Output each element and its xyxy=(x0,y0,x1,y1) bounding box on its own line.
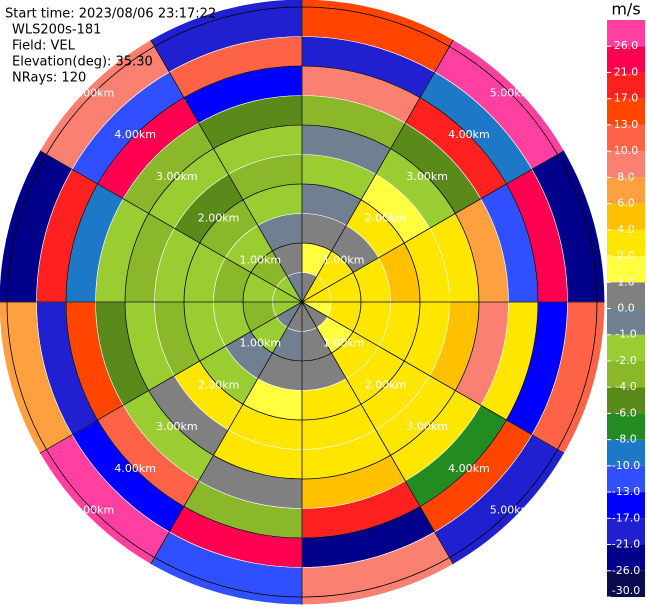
overlay: 1.00km 1.00km 1.00km 1.00km 2.00km 2.00km 2.00… xyxy=(0,0,605,605)
spoke xyxy=(301,150,565,303)
range-ring-label: 2.00km xyxy=(365,212,407,225)
range-ring-label: 4.00km xyxy=(448,462,490,475)
colorbar-tick-label: 26.0 xyxy=(614,39,639,52)
range-ring-label: 5.00km xyxy=(73,504,115,517)
colorbar-band xyxy=(607,518,645,545)
colorbar-tick-label: -6.0 xyxy=(615,406,636,419)
colorbar-tick-label: -30.0 xyxy=(612,584,640,597)
spoke xyxy=(301,39,454,303)
spoke xyxy=(301,301,454,565)
spoke xyxy=(39,150,303,303)
range-ring-label: 4.00km xyxy=(114,128,156,141)
colorbar-band xyxy=(607,256,645,283)
colorbar-tick-label: 4.0 xyxy=(617,223,635,236)
colorbar-tick-label: -4.0 xyxy=(615,380,636,393)
colorbar-band xyxy=(607,334,645,361)
colorbar-band xyxy=(607,282,645,309)
colorbar-band xyxy=(607,308,645,335)
range-ring-label: 3.00km xyxy=(406,170,448,183)
colorbar-tick-label: 6.0 xyxy=(617,197,635,210)
colorbar-tick-label: -17.0 xyxy=(612,511,640,524)
colorbar-band xyxy=(607,465,645,493)
colorbar-tick-label: -1.0 xyxy=(615,328,636,341)
range-ring-label: 1.00km xyxy=(239,253,281,266)
colorbar-band xyxy=(607,177,645,204)
colorbar: -30.0 -26.0 -21.0 -17.0 -13.0 -10.0 -8.0 -6.0 -4… xyxy=(607,20,645,598)
range-ring xyxy=(183,183,421,421)
colorbar-tick-label: -21.0 xyxy=(612,538,640,551)
colorbar-tick-label: 13.0 xyxy=(614,118,639,131)
range-ring-label: 1.00km xyxy=(239,337,281,350)
range-ring-label: 3.00km xyxy=(156,420,198,433)
colorbar-band xyxy=(607,360,645,388)
colorbar-band xyxy=(607,439,645,466)
range-ring xyxy=(65,65,539,539)
nrays: NRays: 120 xyxy=(12,71,86,86)
colorbar-tick-label: -2.0 xyxy=(615,354,636,367)
start-time: Start time: 2023/08/06 23:17:22 xyxy=(5,7,216,22)
colorbar-band xyxy=(607,203,645,230)
spoke xyxy=(39,301,303,454)
spoke xyxy=(150,301,303,565)
colorbar-tick-label: -26.0 xyxy=(612,564,640,577)
radar-cell xyxy=(150,0,303,73)
range-ring-label: 5.00km xyxy=(490,504,532,517)
colorbar-band xyxy=(607,413,645,440)
radar-cells xyxy=(0,0,605,605)
range-ring-label: 1.00km xyxy=(323,253,365,266)
colorbar-band xyxy=(607,46,645,73)
range-ring-label: 4.00km xyxy=(448,128,490,141)
range-ring-label: 2.00km xyxy=(198,378,240,391)
colorbar-band xyxy=(607,544,645,571)
colorbar-tick-label: 21.0 xyxy=(614,65,639,78)
range-ring-label: 2.00km xyxy=(365,378,407,391)
instrument: WLS200s-181 xyxy=(12,23,101,38)
colorbar-tick-label: -13.0 xyxy=(612,485,640,498)
colorbar-tick-label: 2.0 xyxy=(617,249,635,262)
colorbar-band xyxy=(607,570,645,597)
range-ring-label: 3.00km xyxy=(156,170,198,183)
colorbar-band xyxy=(607,72,645,99)
range-ring-label: 5.00km xyxy=(490,86,532,99)
colorbar-tick-label: 8.0 xyxy=(617,170,635,183)
range-ring xyxy=(6,6,598,598)
colorbar-band xyxy=(607,492,645,519)
range-ring-label: 5.00km xyxy=(73,86,115,99)
range-ring-label: 1.00km xyxy=(323,337,365,350)
range-ring-label: 2.00km xyxy=(198,212,240,225)
range-ring xyxy=(124,124,480,480)
colorbar-tick-label: 10.0 xyxy=(614,144,639,157)
colorbar-tick-label: 17.0 xyxy=(614,92,639,105)
range-ring-label: 4.00km xyxy=(114,462,156,475)
radar-cell xyxy=(0,301,73,454)
spoke xyxy=(301,301,565,454)
colorbar-tick-label: -10.0 xyxy=(612,459,640,472)
colorbar-tick-label: -8.0 xyxy=(615,433,636,446)
elevation: Elevation(deg): 35.30 xyxy=(12,55,153,70)
colorbar-tick-label: 1.0 xyxy=(617,275,635,288)
colorbar-band xyxy=(607,20,645,47)
spoke xyxy=(150,39,303,303)
colorbar-tick-label: 0.0 xyxy=(617,302,635,315)
colorbar-band xyxy=(607,124,645,152)
range-ring-label: 3.00km xyxy=(406,420,448,433)
field: Field: VEL xyxy=(12,39,76,54)
colorbar-band xyxy=(607,229,645,257)
colorbar-band xyxy=(607,98,645,125)
colorbar-band xyxy=(607,151,645,178)
colorbar-unit: m/s xyxy=(611,0,640,19)
range-ring xyxy=(242,242,362,362)
colorbar-band xyxy=(607,387,645,414)
